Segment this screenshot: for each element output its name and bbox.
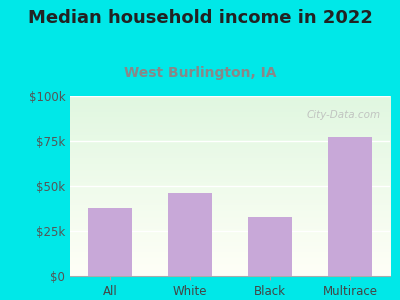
- Text: Median household income in 2022: Median household income in 2022: [28, 9, 372, 27]
- Bar: [168, 193, 212, 276]
- Text: West Burlington, IA: West Burlington, IA: [124, 66, 276, 80]
- Bar: [88, 208, 132, 276]
- Bar: [328, 137, 372, 276]
- Bar: [248, 217, 292, 276]
- Text: City-Data.com: City-Data.com: [306, 110, 380, 120]
